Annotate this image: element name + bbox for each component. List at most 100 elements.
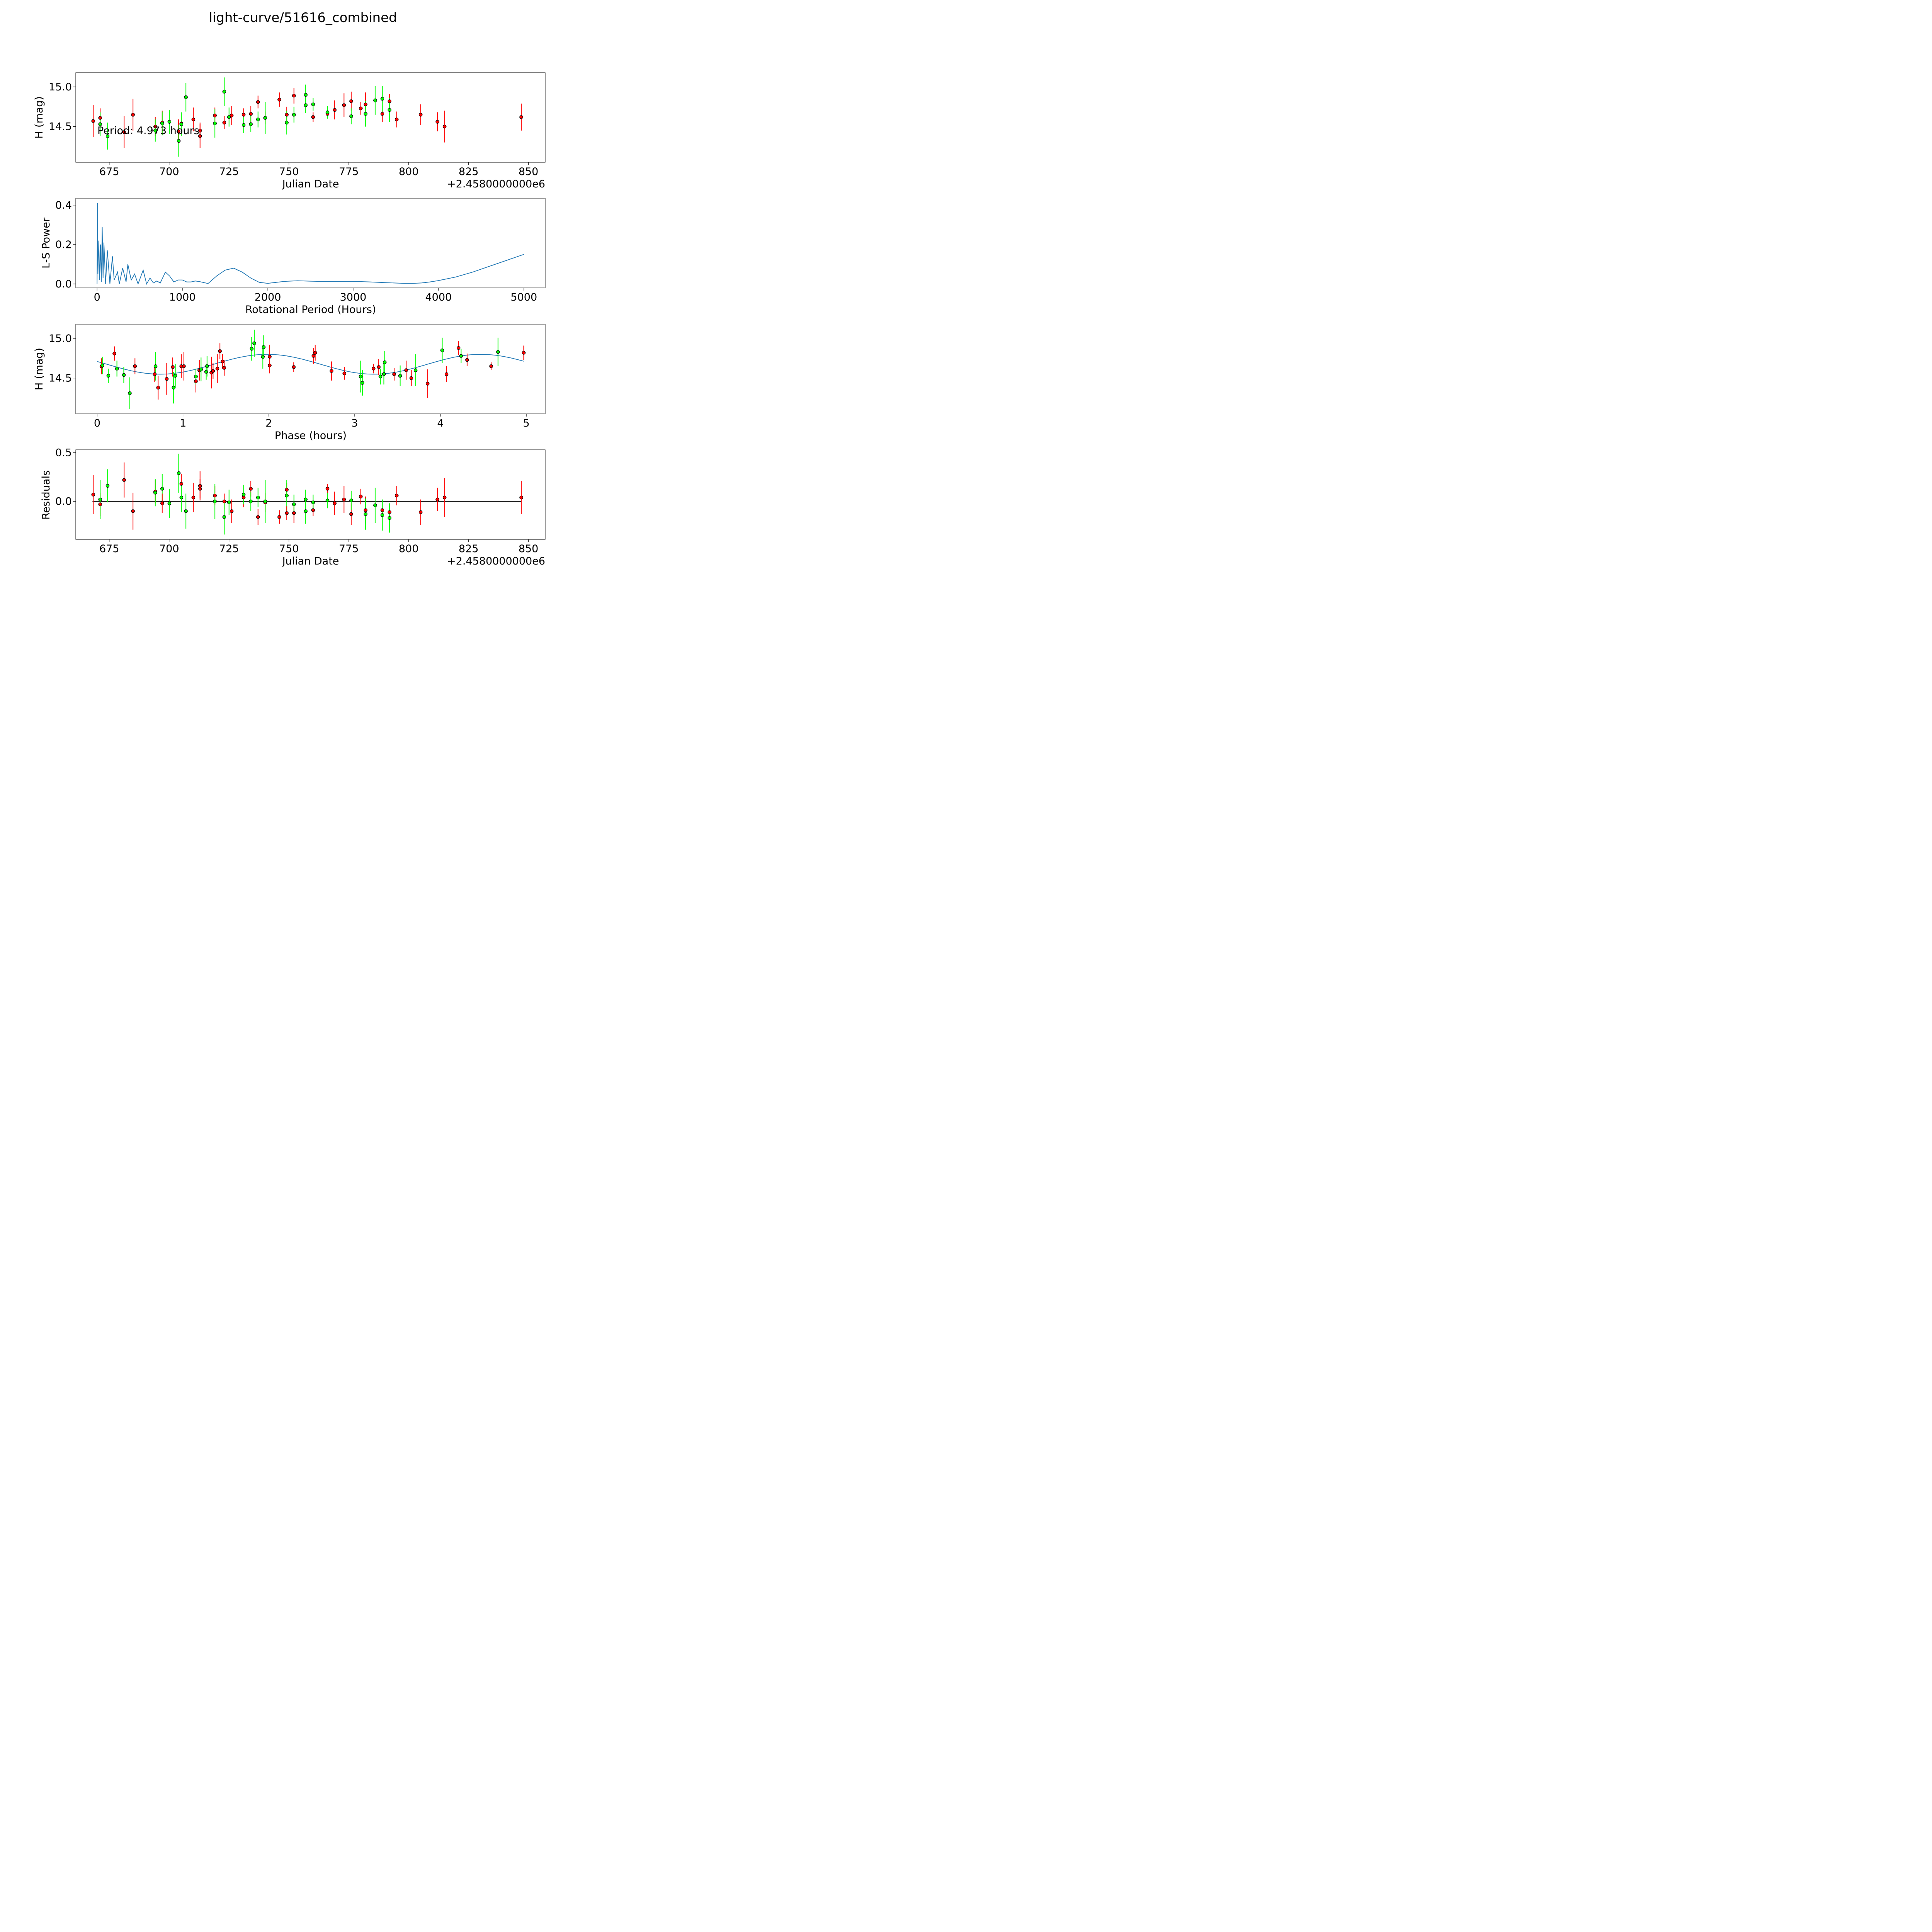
light-curve-xtick-label: 725 <box>219 166 239 178</box>
phase-folded-point <box>383 360 387 364</box>
light-curve-point <box>519 115 523 119</box>
residuals-point <box>285 488 289 492</box>
residuals-point <box>198 487 202 491</box>
residuals-point <box>519 495 523 500</box>
light-curve-point <box>177 129 180 133</box>
phase-folded-point <box>392 372 396 376</box>
residuals-point <box>256 515 260 519</box>
phase-folded-ytick-label: 15.0 <box>49 333 72 345</box>
periodogram-panel: 0 1000 2000 3000 4000 5000 0.0 0.2 0.4 Rotationa… <box>40 198 546 316</box>
phase-folded-point <box>268 355 272 359</box>
phase-folded-point <box>222 366 226 370</box>
figure: light-curve/51616_combined 675 700 725 750 7… <box>33 10 546 567</box>
light-curve-annotation: Period: 4.973 hours <box>97 125 199 137</box>
phase-folded-point <box>250 347 254 351</box>
residuals-point <box>98 497 102 502</box>
phase-folded-point <box>313 351 317 355</box>
residuals-point <box>333 501 337 505</box>
phase-folded-point <box>156 386 160 390</box>
light-curve-point <box>153 124 157 129</box>
periodogram-xtick-label: 1000 <box>169 291 196 303</box>
phase-folded-point <box>173 374 177 378</box>
periodogram-xtick-label: 0 <box>94 291 100 303</box>
phase-folded-point <box>404 368 408 372</box>
residuals-point <box>418 510 423 514</box>
light-curve-point <box>98 122 102 126</box>
residuals-ytick-label: 0.5 <box>55 447 72 459</box>
phase-folded-ylabel: H (mag) <box>33 348 45 390</box>
light-curve-point <box>325 110 330 114</box>
light-curve-point <box>304 103 308 107</box>
phase-folded-point <box>456 346 461 350</box>
residuals-point <box>242 493 246 497</box>
periodogram-xtick-label: 5000 <box>510 291 537 303</box>
light-curve-xtick-label: 800 <box>399 166 419 178</box>
phase-folded-point <box>398 374 402 378</box>
light-curve-point <box>349 99 353 103</box>
light-curve-point <box>242 123 246 127</box>
residuals-point <box>304 497 308 502</box>
phase-folded-point <box>377 365 381 369</box>
residuals-point <box>184 509 188 513</box>
light-curve-point <box>122 130 126 134</box>
phase-folded-point <box>330 369 333 373</box>
residuals-xtick-label: 725 <box>219 543 239 555</box>
light-curve-point <box>342 103 346 107</box>
light-curve-point <box>442 124 447 129</box>
periodogram-xtick-label: 3000 <box>340 291 367 303</box>
figure-title: light-curve/51616_combined <box>209 10 397 26</box>
phase-folded-xlabel: Phase (hours) <box>275 430 347 442</box>
light-curve-point <box>242 113 246 117</box>
residuals-point <box>349 498 353 502</box>
phase-folded-point <box>100 363 104 367</box>
periodogram-line <box>97 203 524 285</box>
light-curve-xlabel: Julian Date <box>282 178 339 190</box>
residuals-point <box>227 500 231 504</box>
residuals-point <box>292 502 296 507</box>
residuals-point <box>325 498 330 502</box>
phase-folded-point <box>205 364 209 368</box>
phase-folded-point <box>153 372 157 376</box>
phase-folded-point <box>465 358 469 362</box>
residuals-point <box>359 495 363 498</box>
light-curve-point <box>131 113 135 117</box>
light-curve-point <box>292 94 296 98</box>
phase-folded-point <box>133 364 137 368</box>
phase-folded-point <box>171 365 175 369</box>
phase-folded-point <box>122 373 126 377</box>
residuals-xtick-label: 800 <box>399 543 419 555</box>
residuals-xtick-label: 850 <box>519 543 539 555</box>
residuals-point <box>380 508 384 512</box>
light-curve-point <box>227 115 231 119</box>
light-curve-point <box>285 113 289 117</box>
phase-folded-point <box>115 367 119 371</box>
light-curve-point <box>373 99 377 102</box>
light-curve-point <box>222 121 226 125</box>
phase-folded-point <box>359 374 363 379</box>
light-curve-point <box>177 139 181 143</box>
phase-folded-point <box>311 354 316 358</box>
residuals-point <box>167 501 172 505</box>
residuals-ylabel: Residuals <box>40 470 52 520</box>
light-curve-point <box>380 97 384 101</box>
light-curve-point <box>388 99 391 103</box>
light-curve-point <box>160 121 164 126</box>
residuals-marks <box>91 454 523 535</box>
phase-folded-ticks: 0 1 2 3 4 5 14.5 15.0 <box>49 333 530 429</box>
phase-folded-point <box>194 374 198 379</box>
residuals-point <box>222 499 226 503</box>
light-curve-xtick-label: 675 <box>99 166 119 178</box>
residuals-point <box>213 499 217 503</box>
phase-folded-point <box>221 359 224 364</box>
light-curve-point <box>380 112 384 116</box>
residuals-panel: 675 700 725 750 775 800 825 850 0.0 0.5 Julian Da… <box>40 447 546 567</box>
light-curve-panel: 675 700 725 750 775 800 825 850 14.5 15.0 Period:… <box>33 72 546 190</box>
phase-folded-point <box>262 345 266 349</box>
residuals-point <box>256 495 260 500</box>
light-curve-point <box>263 116 267 120</box>
light-curve-ticks: 675 700 725 750 775 800 825 850 14.5 15.0 <box>49 81 539 178</box>
residuals-point <box>325 487 330 491</box>
residuals-point <box>213 493 217 498</box>
phase-folded-point <box>409 376 413 380</box>
periodogram-ylabel: L-S Power <box>40 217 52 269</box>
